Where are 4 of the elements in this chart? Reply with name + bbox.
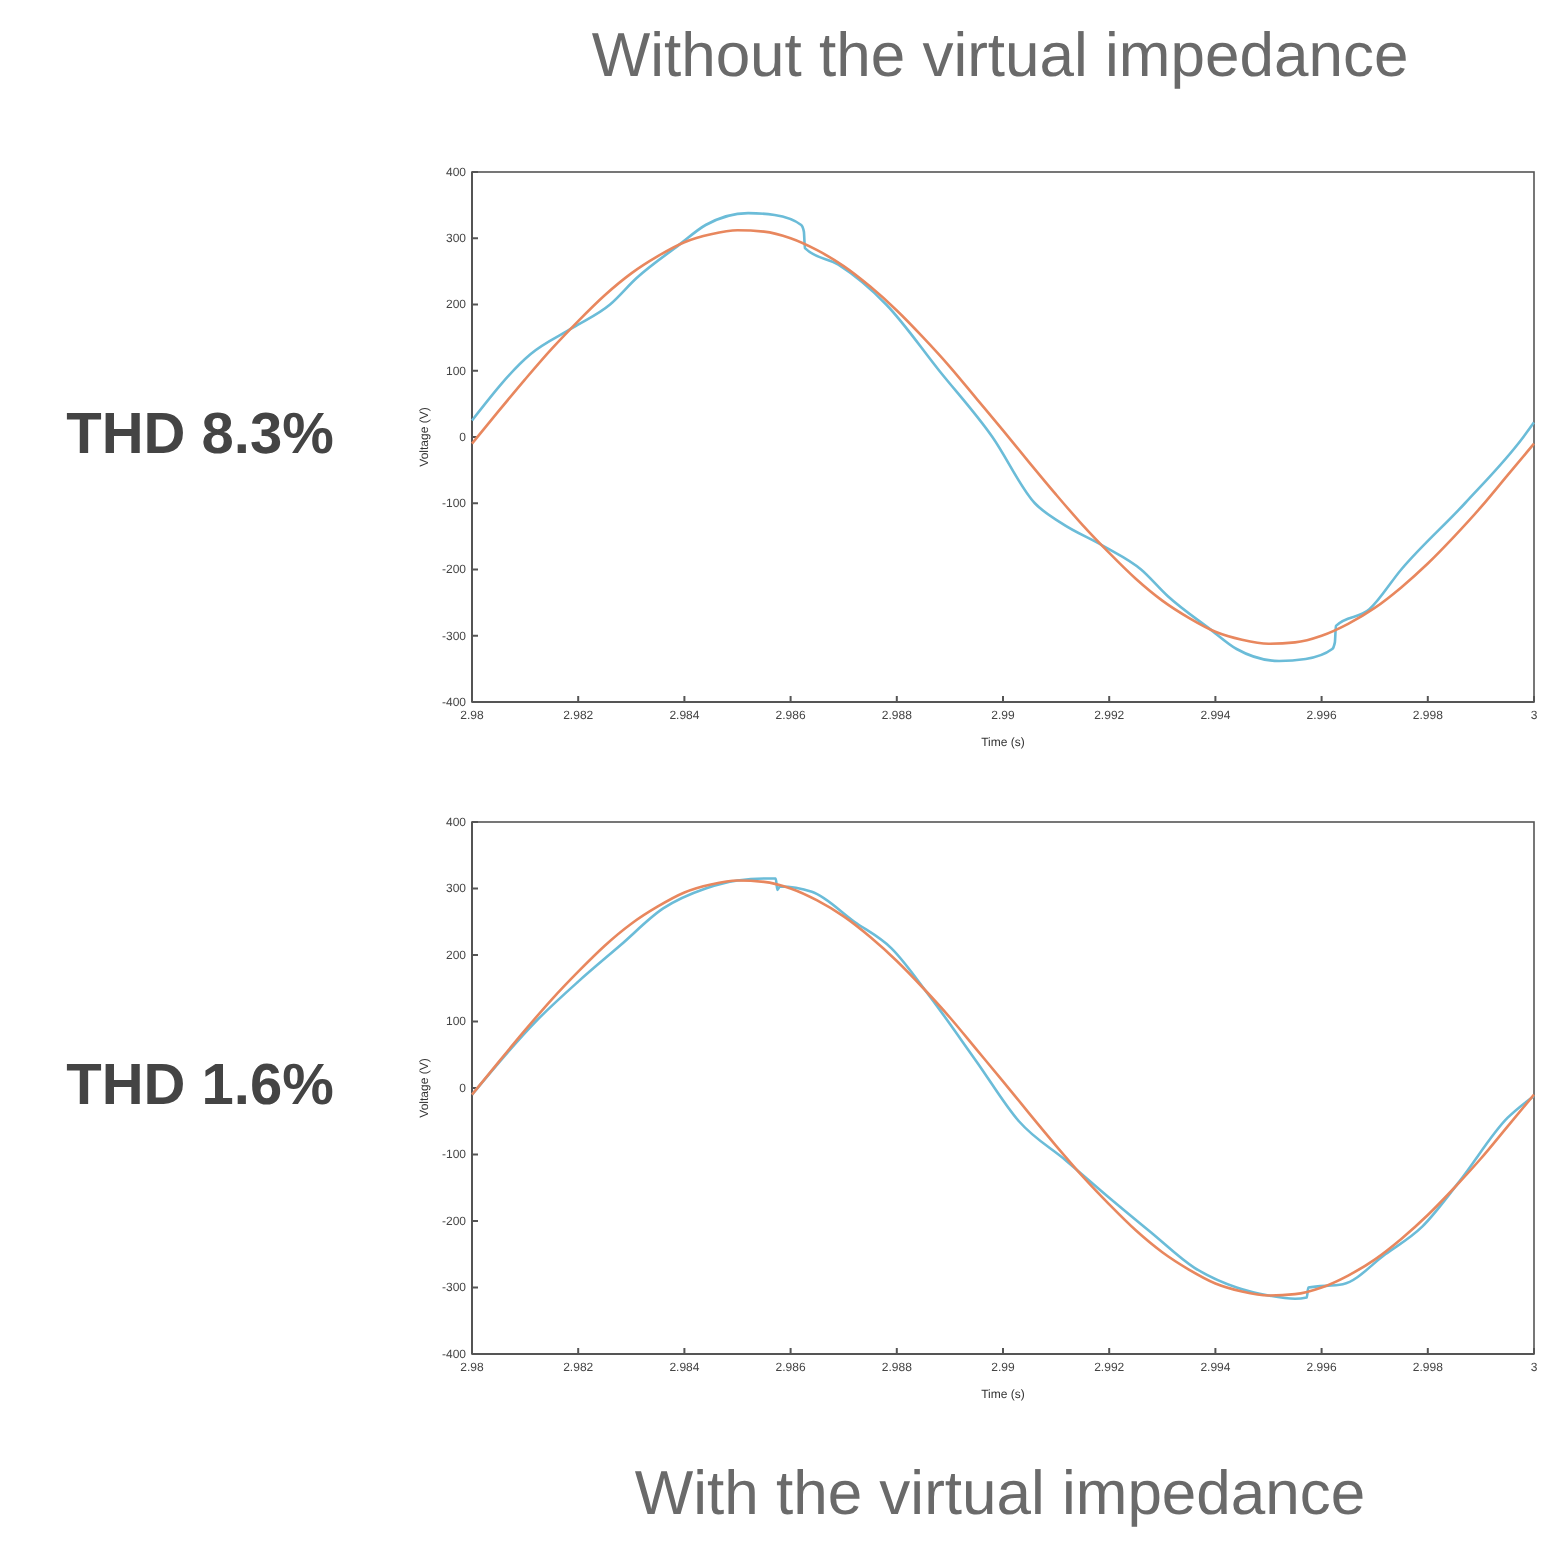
- text: THD 1.6%: [66, 1054, 335, 1118]
- text: THD 8.3%: [66, 403, 335, 467]
- text: With the virtual impedance: [634, 1458, 1366, 1528]
- chart-title: Without the virtual impedance: [591, 20, 1409, 90]
